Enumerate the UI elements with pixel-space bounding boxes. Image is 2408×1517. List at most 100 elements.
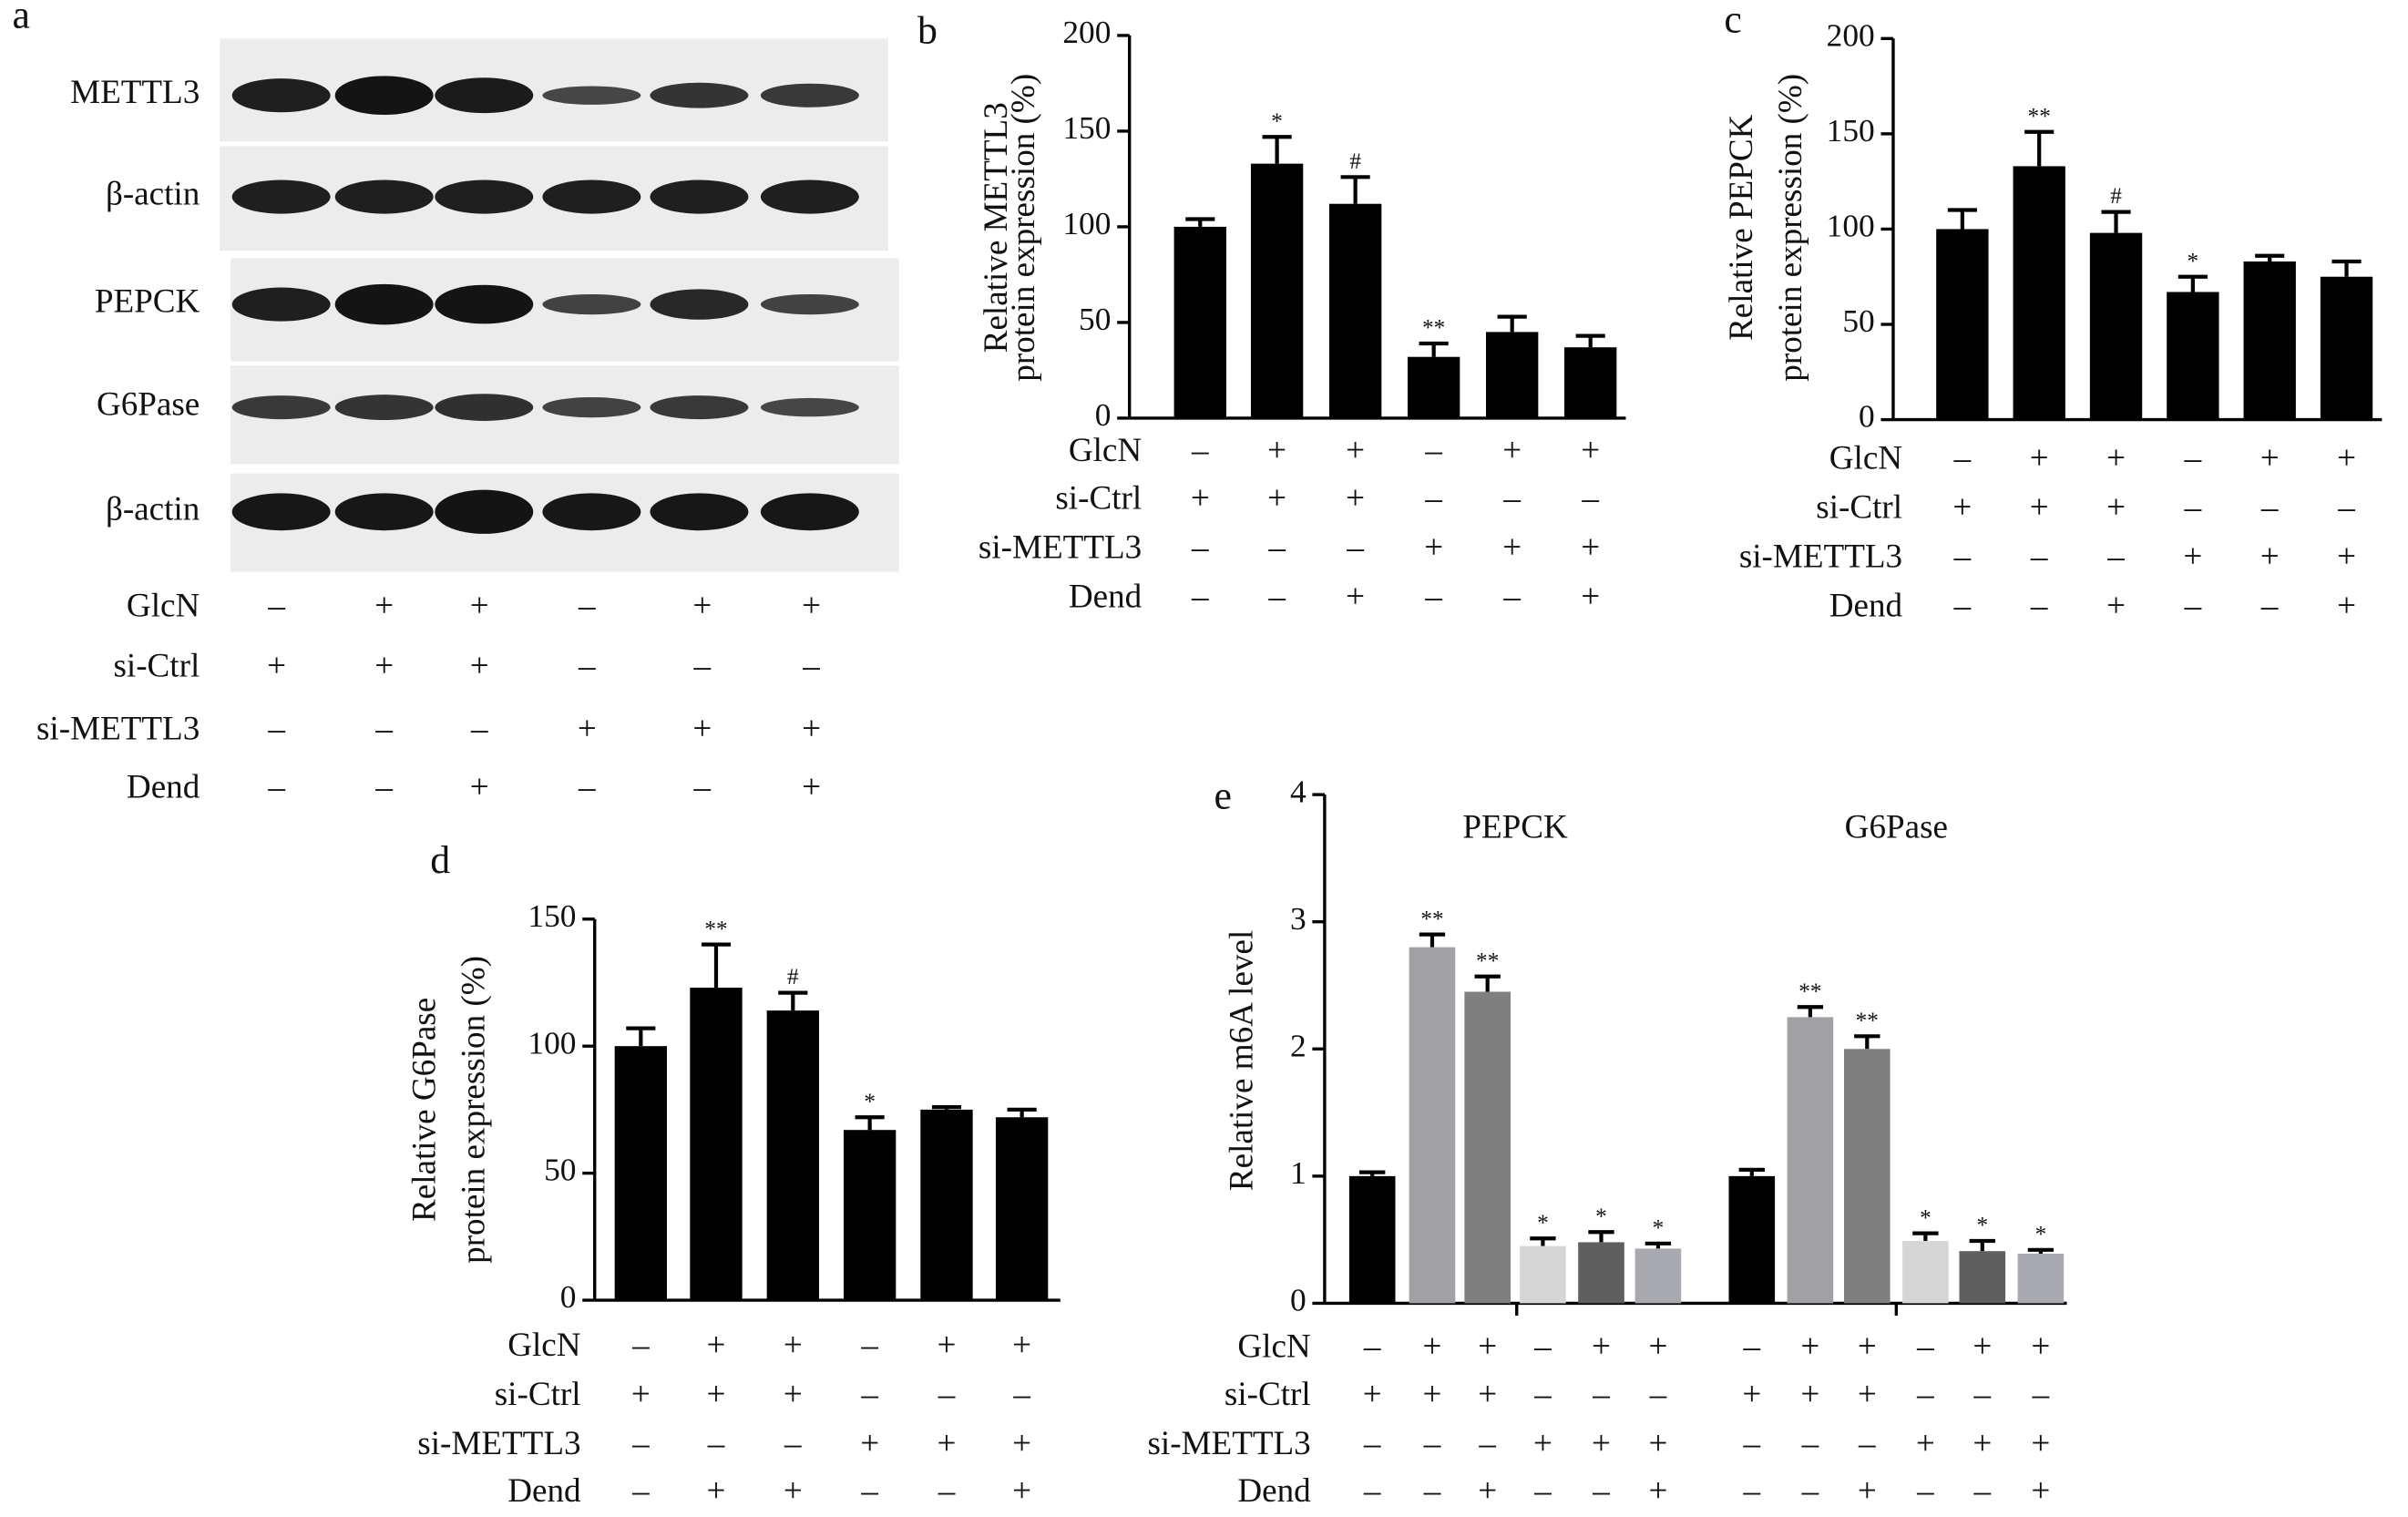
error-bar: [1359, 1170, 1386, 1176]
treatment-sign: –: [1423, 1472, 1441, 1510]
bar: [766, 1010, 819, 1301]
y-tick-label: 150: [1827, 112, 1875, 149]
treatment-sign: +: [2031, 1328, 2050, 1366]
treatment-sign: –: [1801, 1472, 1819, 1510]
panel-label: c: [1724, 0, 1741, 41]
treatment-name: GlcN: [127, 588, 200, 625]
blot-band: [435, 77, 534, 114]
significance-label: *: [864, 1089, 876, 1114]
y-tick-label: 100: [1827, 208, 1875, 244]
error-bar: [2255, 253, 2285, 261]
bar: [1902, 1241, 1949, 1304]
treatment-sign: –: [1267, 528, 1286, 566]
bar: [1173, 226, 1226, 418]
treatment-sign: +: [1592, 1328, 1611, 1366]
significance-label: *: [1976, 1213, 1988, 1238]
treatment-sign: +: [692, 588, 712, 625]
bar: [995, 1117, 1049, 1301]
treatment-name: si-Ctrl: [495, 1376, 581, 1413]
treatment-name: si-Ctrl: [113, 647, 200, 684]
bar: [843, 1130, 897, 1301]
error-bar: [1645, 1241, 1672, 1249]
error-bar: [1340, 175, 1370, 204]
panel-label: a: [12, 0, 29, 36]
treatment-sign: +: [1478, 1376, 1497, 1413]
error-bar: [2177, 274, 2208, 292]
treatment-sign: +: [1648, 1472, 1667, 1510]
treatment-sign: –: [1424, 578, 1442, 615]
significance-label: **: [1422, 315, 1445, 341]
treatment-sign: –: [707, 1425, 725, 1462]
treatment-name: si-METTL3: [36, 710, 200, 747]
treatment-sign: +: [802, 588, 821, 625]
error-bar: [855, 1115, 885, 1131]
error-bar: [1419, 341, 1449, 357]
treatment-sign: +: [2030, 489, 2049, 527]
treatment-sign: +: [1363, 1376, 1382, 1413]
treatment-sign: –: [374, 769, 393, 806]
significance-label: **: [1856, 1008, 1879, 1033]
y-axis-label: Relative PEPCK: [1723, 114, 1760, 341]
error-bar: [626, 1026, 656, 1047]
y-tick-label: 0: [1095, 396, 1112, 433]
treatment-sign: +: [1581, 432, 1600, 469]
treatment-sign: +: [1502, 432, 1522, 469]
significance-label: *: [2188, 248, 2199, 273]
error-bar: [1185, 217, 1215, 227]
treatment-name: si-METTL3: [1739, 538, 1902, 576]
treatment-sign: +: [1973, 1425, 1992, 1462]
bar: [2013, 166, 2065, 420]
treatment-sign: –: [267, 710, 285, 747]
treatment-sign: +: [1012, 1425, 1031, 1462]
treatment-sign: –: [2337, 489, 2355, 527]
treatment-sign: –: [1346, 528, 1364, 566]
treatment-sign: –: [1953, 440, 1972, 477]
treatment-name: si-Ctrl: [1816, 489, 1902, 527]
treatment-sign: +: [1800, 1376, 1819, 1413]
treatment-sign: +: [1191, 479, 1210, 517]
significance-label: *: [2035, 1221, 2047, 1246]
bar: [920, 1109, 973, 1301]
y-tick-label: 3: [1290, 900, 1306, 937]
treatment-sign: +: [1592, 1425, 1611, 1462]
treatment-sign: –: [2106, 538, 2125, 576]
treatment-name: si-METTL3: [417, 1425, 580, 1462]
y-tick-label: 200: [1827, 16, 1875, 53]
treatment-name: si-Ctrl: [1055, 479, 1142, 517]
blot-band: [231, 179, 331, 214]
panel-label: e: [1214, 774, 1231, 817]
treatment-sign: –: [2030, 538, 2048, 576]
bar: [1348, 1175, 1396, 1304]
treatment-sign: +: [2337, 538, 2356, 576]
treatment-sign: +: [1916, 1425, 1935, 1462]
treatment-sign: +: [267, 647, 286, 684]
treatment-sign: +: [1423, 1376, 1442, 1413]
significance-label: #: [787, 964, 799, 989]
significance-label: *: [1537, 1210, 1549, 1235]
bar: [614, 1046, 668, 1301]
y-tick-label: 50: [544, 1152, 576, 1188]
significance-label: **: [1420, 906, 1443, 931]
error-bar: [1797, 1005, 1824, 1018]
blot-band: [650, 493, 749, 531]
treatment-sign: +: [1858, 1328, 1877, 1366]
error-bar: [2101, 210, 2131, 233]
treatment-sign: +: [692, 710, 712, 747]
treatment-sign: –: [1743, 1328, 1761, 1366]
bar: [2167, 292, 2219, 420]
treatment-sign: +: [1012, 1472, 1031, 1510]
treatment-sign: –: [1533, 1376, 1552, 1413]
bar: [2243, 261, 2296, 420]
significance-label: #: [2110, 183, 2122, 209]
y-tick-label: 100: [1062, 205, 1111, 241]
treatment-sign: –: [1801, 1425, 1819, 1462]
y-tick-label: 150: [528, 897, 576, 934]
treatment-sign: +: [1581, 528, 1600, 566]
error-bar: [1007, 1107, 1037, 1118]
error-bar: [1530, 1236, 1556, 1246]
blot-band: [231, 493, 331, 531]
treatment-sign: –: [2032, 1376, 2050, 1413]
treatment-sign: +: [1581, 578, 1600, 615]
treatment-sign: –: [578, 588, 596, 625]
